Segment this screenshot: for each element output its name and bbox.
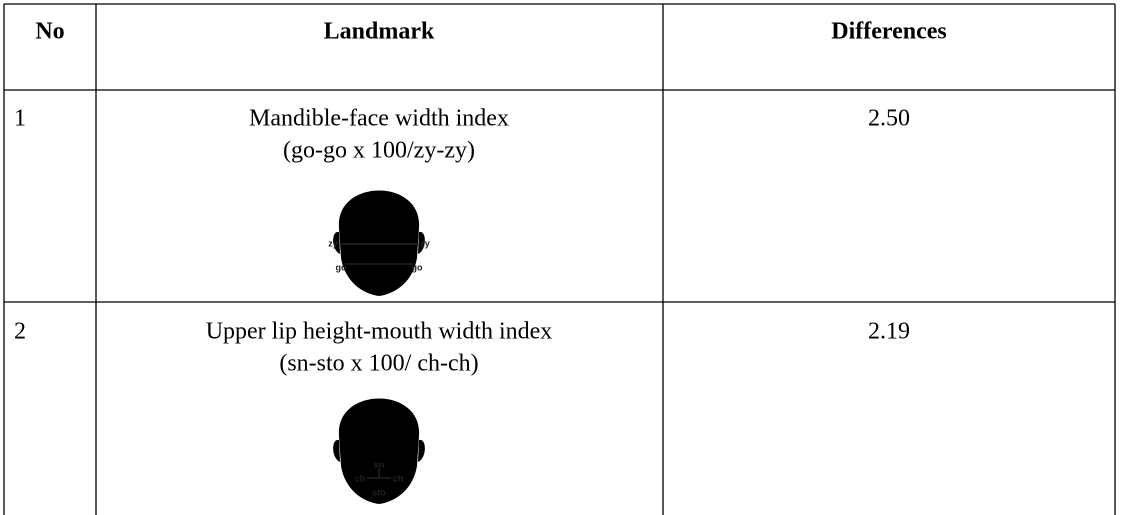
landmark-name: Mandible-face width index bbox=[249, 106, 509, 132]
figure-label: go bbox=[412, 262, 423, 272]
figure-label: zy bbox=[328, 238, 338, 248]
difference-value: 2.19 bbox=[868, 319, 910, 345]
header-cell: Differences bbox=[831, 19, 947, 45]
figure-label: sto bbox=[372, 487, 386, 497]
landmark-formula: (sn-sto x 100/ ch-ch) bbox=[279, 351, 478, 377]
landmark-formula: (go-go x 100/zy-zy) bbox=[283, 138, 475, 164]
landmark-name: Upper lip height-mouth width index bbox=[206, 319, 553, 345]
figure-label: go bbox=[336, 262, 347, 272]
figure-label: ch bbox=[393, 473, 404, 483]
figure-label: ch bbox=[355, 473, 366, 483]
figure-label: zy bbox=[420, 238, 430, 248]
row-number: 2 bbox=[14, 319, 26, 345]
figure-label: sn bbox=[374, 459, 385, 469]
difference-value: 2.50 bbox=[868, 106, 910, 132]
face-figure bbox=[333, 398, 425, 504]
row-number: 1 bbox=[14, 106, 26, 132]
face-figure bbox=[333, 190, 425, 296]
header-cell: No bbox=[35, 19, 64, 45]
table-rules bbox=[3, 3, 1116, 515]
header-cell: Landmark bbox=[324, 19, 435, 45]
